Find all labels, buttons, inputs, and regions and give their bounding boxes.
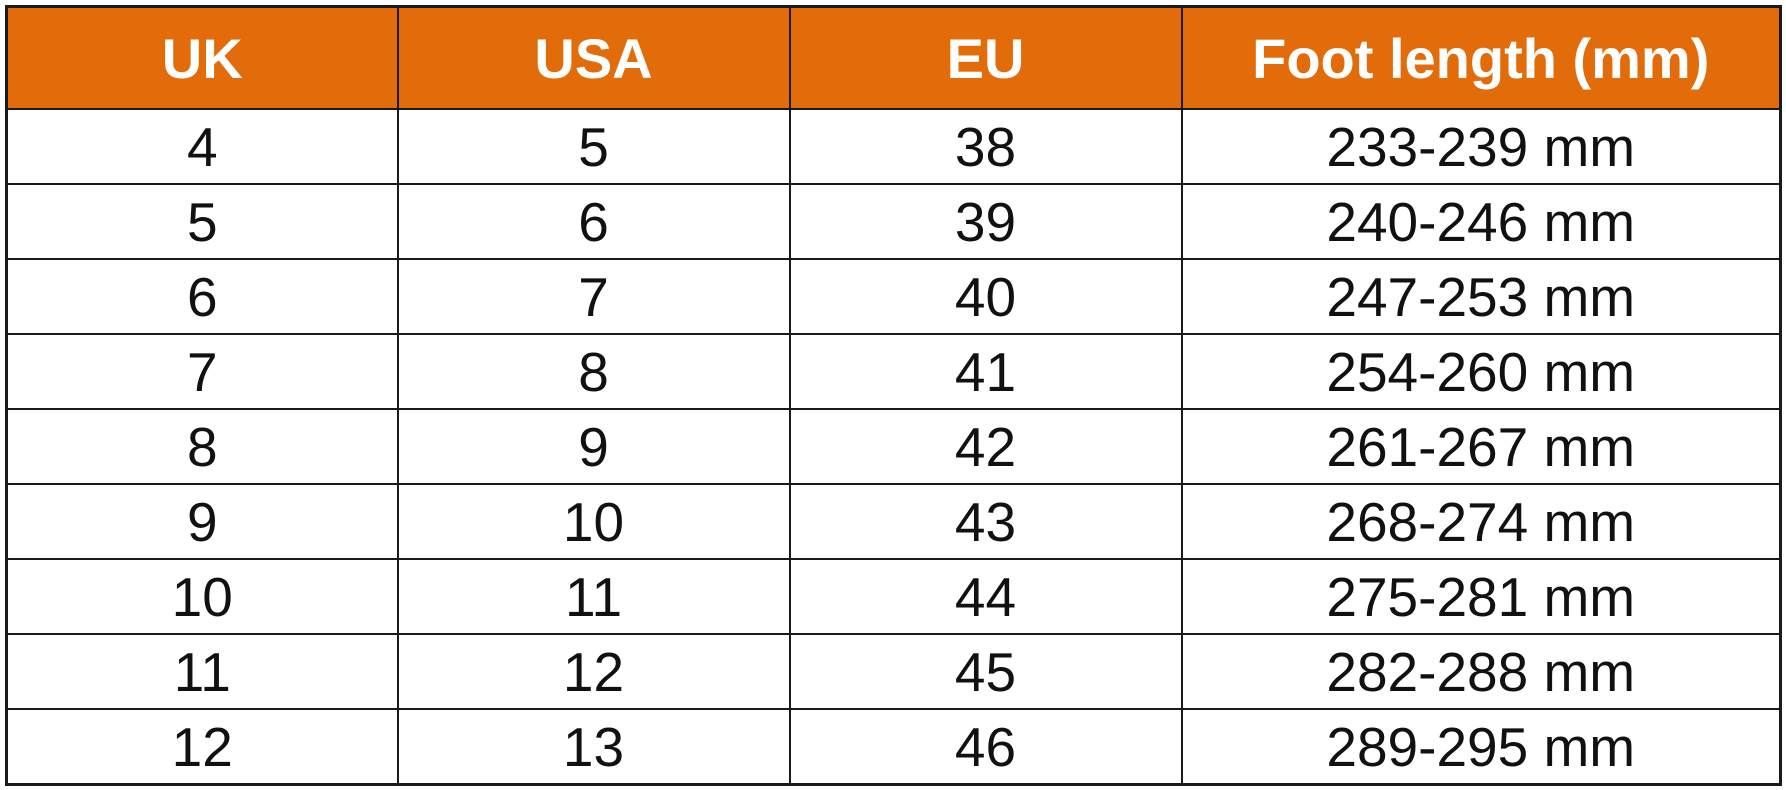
table-row: 8 9 42 261-267 mm <box>5 408 1782 485</box>
usa-cell: 12 <box>396 633 791 710</box>
header-uk: UK <box>5 5 399 110</box>
table-row: 9 10 43 268-274 mm <box>5 483 1782 560</box>
table-row: 10 11 44 275-281 mm <box>5 558 1782 635</box>
uk-cell: 7 <box>5 333 399 410</box>
foot-length-cell: 261-267 mm <box>1180 408 1782 485</box>
table-row: 5 6 39 240-246 mm <box>5 183 1782 260</box>
foot-length-cell: 233-239 mm <box>1180 108 1782 185</box>
usa-cell: 11 <box>396 558 791 635</box>
usa-cell: 7 <box>396 258 791 335</box>
table-row: 7 8 41 254-260 mm <box>5 333 1782 410</box>
usa-cell: 13 <box>396 708 791 786</box>
foot-length-cell: 240-246 mm <box>1180 183 1782 260</box>
uk-cell: 4 <box>5 108 399 185</box>
uk-cell: 12 <box>5 708 399 786</box>
eu-cell: 38 <box>788 108 1183 185</box>
eu-cell: 40 <box>788 258 1183 335</box>
foot-length-cell: 289-295 mm <box>1180 708 1782 786</box>
foot-length-cell: 282-288 mm <box>1180 633 1782 710</box>
eu-cell: 44 <box>788 558 1183 635</box>
eu-cell: 43 <box>788 483 1183 560</box>
uk-cell: 9 <box>5 483 399 560</box>
uk-cell: 6 <box>5 258 399 335</box>
header-foot-length: Foot length (mm) <box>1180 5 1782 110</box>
eu-cell: 41 <box>788 333 1183 410</box>
eu-cell: 45 <box>788 633 1183 710</box>
header-row: UK USA EU Foot length (mm) <box>5 5 1782 110</box>
usa-cell: 8 <box>396 333 791 410</box>
table-row: 12 13 46 289-295 mm <box>5 708 1782 786</box>
foot-length-cell: 268-274 mm <box>1180 483 1782 560</box>
eu-cell: 46 <box>788 708 1183 786</box>
foot-length-cell: 275-281 mm <box>1180 558 1782 635</box>
eu-cell: 39 <box>788 183 1183 260</box>
uk-cell: 5 <box>5 183 399 260</box>
table-row: 11 12 45 282-288 mm <box>5 633 1782 710</box>
usa-cell: 10 <box>396 483 791 560</box>
uk-cell: 10 <box>5 558 399 635</box>
table-row: 6 7 40 247-253 mm <box>5 258 1782 335</box>
foot-length-cell: 254-260 mm <box>1180 333 1782 410</box>
table-row: 4 5 38 233-239 mm <box>5 108 1782 185</box>
eu-cell: 42 <box>788 408 1183 485</box>
uk-cell: 11 <box>5 633 399 710</box>
usa-cell: 9 <box>396 408 791 485</box>
usa-cell: 5 <box>396 108 791 185</box>
header-eu: EU <box>788 5 1183 110</box>
uk-cell: 8 <box>5 408 399 485</box>
usa-cell: 6 <box>396 183 791 260</box>
foot-length-cell: 247-253 mm <box>1180 258 1782 335</box>
shoe-size-table: UK USA EU Foot length (mm) 4 5 38 233-239 m… <box>5 5 1782 786</box>
header-usa: USA <box>396 5 791 110</box>
